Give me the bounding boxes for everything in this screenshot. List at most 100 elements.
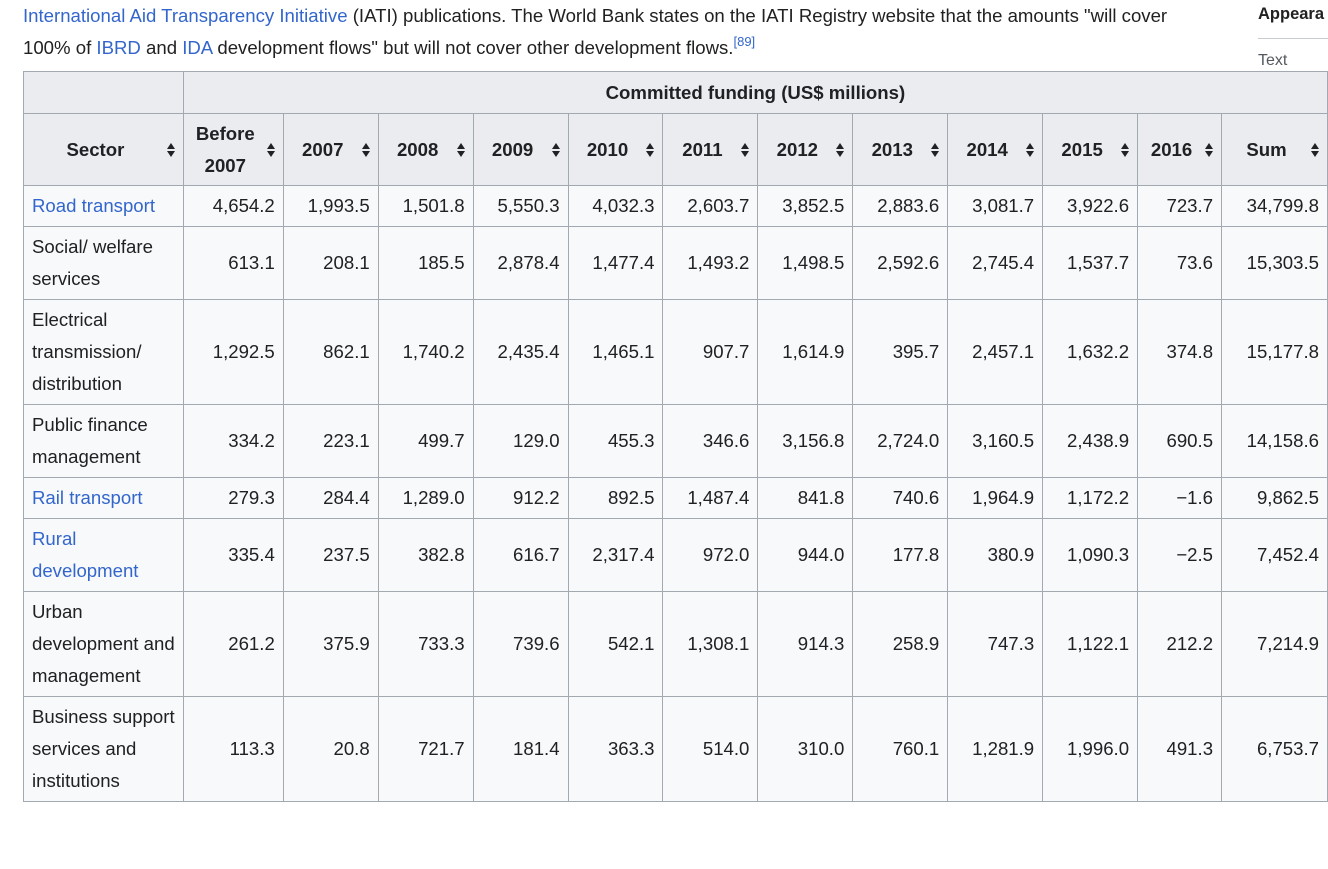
- value-cell: 2,878.4: [472, 226, 569, 300]
- value-cell: 181.4: [472, 696, 569, 802]
- column-header-2007[interactable]: 2007: [282, 113, 379, 186]
- sort-icon[interactable]: [361, 142, 370, 157]
- value-cell: 261.2: [182, 591, 284, 697]
- value-cell: 382.8: [377, 518, 474, 592]
- value-cell: 747.3: [947, 591, 1044, 697]
- sector-header-label: Sector: [66, 138, 125, 160]
- sector-cell[interactable]: Road transport: [23, 185, 184, 227]
- column-header-2014[interactable]: 2014: [947, 113, 1044, 186]
- sort-icon[interactable]: [836, 142, 845, 157]
- column-header-label: 2011: [682, 138, 723, 160]
- value-cell: 15,177.8: [1221, 299, 1328, 405]
- value-cell: 2,438.9: [1042, 404, 1139, 478]
- value-cell: 1,281.9: [947, 696, 1044, 802]
- value-cell: 1,493.2: [662, 226, 759, 300]
- value-cell: 5,550.3: [472, 185, 569, 227]
- column-header-2013[interactable]: 2013: [852, 113, 949, 186]
- value-cell: 1,477.4: [567, 226, 664, 300]
- sector-cell[interactable]: Rail transport: [23, 477, 184, 519]
- value-cell: −2.5: [1137, 518, 1223, 592]
- column-header-before-2007[interactable]: Before 2007: [182, 113, 284, 186]
- value-cell: 723.7: [1137, 185, 1223, 227]
- value-cell: 3,922.6: [1042, 185, 1139, 227]
- column-header-label: 2009: [491, 138, 534, 160]
- value-cell: 2,592.6: [852, 226, 949, 300]
- sort-icon[interactable]: [266, 142, 275, 157]
- value-cell: 177.8: [852, 518, 949, 592]
- ida-link[interactable]: IDA: [182, 37, 213, 58]
- column-header-2010[interactable]: 2010: [567, 113, 664, 186]
- sector-cell[interactable]: Rural development: [23, 518, 184, 592]
- value-cell: 2,317.4: [567, 518, 664, 592]
- value-cell: 499.7: [377, 404, 474, 478]
- column-header-2016[interactable]: 2016: [1137, 113, 1223, 186]
- value-cell: 3,081.7: [947, 185, 1044, 227]
- value-cell: 740.6: [852, 477, 949, 519]
- value-cell: 1,465.1: [567, 299, 664, 405]
- sector-link[interactable]: Rural development: [32, 528, 139, 581]
- sort-icon[interactable]: [456, 142, 465, 157]
- sector-link[interactable]: Road transport: [32, 195, 155, 216]
- intro-paragraph: International Aid Transparency Initiativ…: [23, 0, 1213, 64]
- value-cell: 208.1: [282, 226, 379, 300]
- column-header-2015[interactable]: 2015: [1042, 113, 1139, 186]
- value-cell: 380.9: [947, 518, 1044, 592]
- value-cell: 1,537.7: [1042, 226, 1139, 300]
- column-header-label: Before 2007: [195, 122, 255, 176]
- sort-icon[interactable]: [1311, 142, 1319, 157]
- column-header-2008[interactable]: 2008: [377, 113, 474, 186]
- committed-funding-header: Committed funding (US$ millions): [182, 71, 1328, 114]
- sector-column-header[interactable]: Sector: [23, 113, 184, 186]
- value-cell: 113.3: [182, 696, 284, 802]
- value-cell: 1,996.0: [1042, 696, 1139, 802]
- value-cell: 972.0: [662, 518, 759, 592]
- sector-label: Social/ welfare services: [32, 236, 153, 289]
- text-size-label: Text: [1258, 52, 1288, 69]
- value-cell: 1,498.5: [757, 226, 854, 300]
- reference-link[interactable]: [89]: [733, 34, 756, 49]
- column-header-label: 2008: [396, 138, 439, 160]
- sector-link[interactable]: Rail transport: [32, 487, 143, 508]
- value-cell: 185.5: [377, 226, 474, 300]
- sort-icon[interactable]: [741, 142, 750, 157]
- value-cell: 914.3: [757, 591, 854, 697]
- column-header-sum[interactable]: Sum: [1221, 113, 1328, 186]
- value-cell: 7,214.9: [1221, 591, 1328, 697]
- sort-icon[interactable]: [166, 142, 175, 157]
- value-cell: 1,289.0: [377, 477, 474, 519]
- value-cell: 1,614.9: [757, 299, 854, 405]
- sort-icon[interactable]: [551, 142, 560, 157]
- value-cell: 721.7: [377, 696, 474, 802]
- value-cell: 1,292.5: [182, 299, 284, 405]
- value-cell: −1.6: [1137, 477, 1223, 519]
- value-cell: 690.5: [1137, 404, 1223, 478]
- sort-icon[interactable]: [1026, 142, 1035, 157]
- value-cell: 514.0: [662, 696, 759, 802]
- table-row: Urban development and management 261.2 375…: [23, 591, 1328, 697]
- sector-label: Electrical transmission/ distribution: [32, 309, 142, 394]
- column-header-2012[interactable]: 2012: [757, 113, 854, 186]
- sector-label: Public finance management: [32, 414, 148, 467]
- funding-table: Committed funding (US$ millions) Sector …: [23, 71, 1328, 802]
- value-cell: 542.1: [567, 591, 664, 697]
- column-header-2009[interactable]: 2009: [472, 113, 569, 186]
- sector-label: Urban development and management: [32, 601, 175, 686]
- value-cell: 374.8: [1137, 299, 1223, 405]
- sort-icon[interactable]: [1205, 142, 1214, 157]
- appearance-title: Appeara: [1258, 5, 1325, 23]
- value-cell: 223.1: [282, 404, 379, 478]
- value-cell: 73.6: [1137, 226, 1223, 300]
- value-cell: 944.0: [757, 518, 854, 592]
- column-header-2011[interactable]: 2011: [662, 113, 759, 186]
- column-header-label: 2013: [871, 138, 913, 160]
- sort-icon[interactable]: [646, 142, 655, 157]
- sort-icon[interactable]: [1121, 142, 1130, 157]
- ibrd-link[interactable]: IBRD: [96, 37, 141, 58]
- value-cell: 3,160.5: [947, 404, 1044, 478]
- table-row: Public finance management 334.2 223.1 499.7…: [23, 404, 1328, 478]
- iati-link[interactable]: International Aid Transparency Initiativ…: [23, 5, 348, 26]
- value-cell: 335.4: [182, 518, 284, 592]
- value-cell: 7,452.4: [1221, 518, 1328, 592]
- sort-icon[interactable]: [931, 142, 940, 157]
- value-cell: 2,724.0: [852, 404, 949, 478]
